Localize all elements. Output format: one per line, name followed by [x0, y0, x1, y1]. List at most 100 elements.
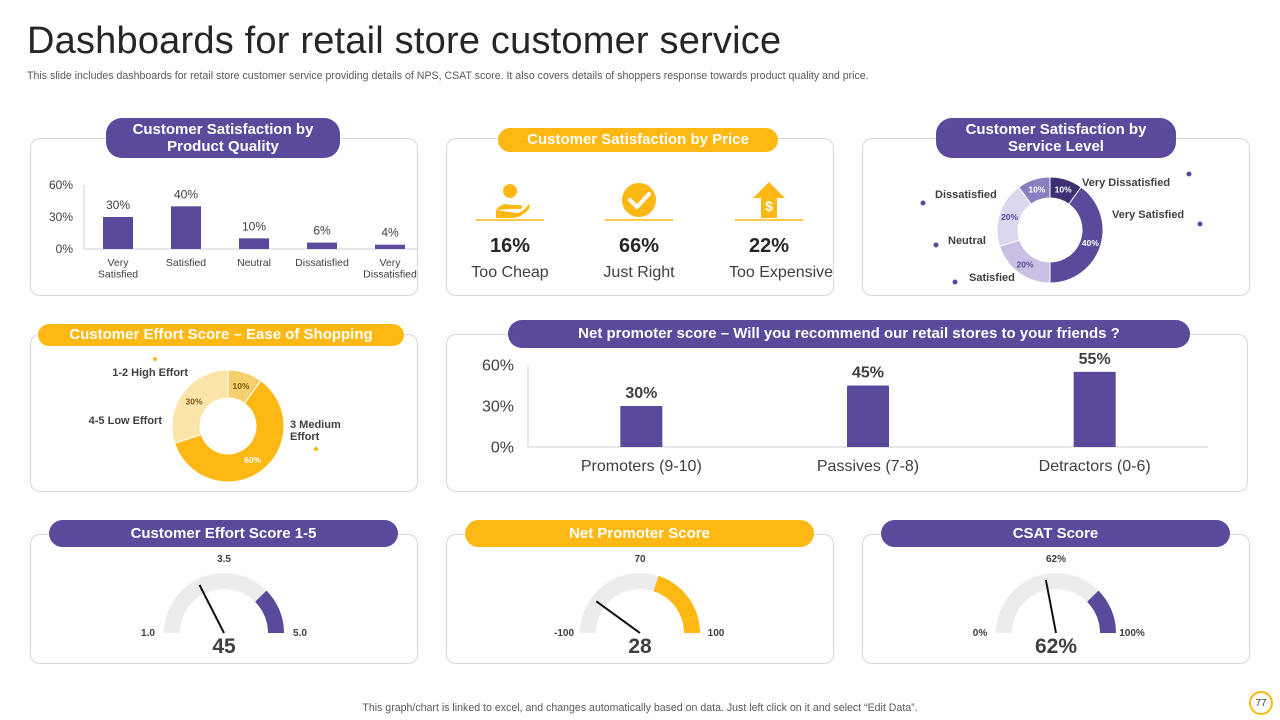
- price-title-pill: Customer Satisfaction by Price: [498, 128, 778, 152]
- csat-score-gauge[interactable]: 0% 100% 62% 62%: [862, 548, 1250, 662]
- gauge-card-effort: [30, 534, 418, 664]
- y-tick-label: 30%: [49, 210, 73, 224]
- price-value-too-cheap: 16%: [489, 235, 531, 257]
- bar: [1073, 371, 1116, 447]
- slice-value-label: 40%: [1082, 238, 1099, 248]
- gauge-title-csat: CSAT Score: [1012, 524, 1099, 542]
- bar: [103, 217, 133, 249]
- gauge-value: 45: [212, 635, 236, 658]
- gauge-title-pill-effort: Customer Effort Score 1-5: [49, 520, 398, 547]
- category-label: Satisfied: [166, 257, 206, 269]
- bar-value-label: 40%: [174, 187, 198, 201]
- gauge-title-nps: Net Promoter Score: [569, 524, 710, 542]
- effort-donut-chart[interactable]: 10% 60% 30% 1-2 High Effort 3 Medium Effort 4-…: [30, 350, 418, 488]
- net-promoter-gauge[interactable]: -100 100 70 28: [446, 548, 834, 662]
- price-label-just-right: Just Right: [603, 264, 675, 281]
- slice-category-label: 4-5 Low Effort: [89, 415, 163, 427]
- nps-title: Net promoter score – Will you recommend …: [578, 325, 1120, 343]
- leader-dot: [1186, 171, 1192, 177]
- bar-value-label: 30%: [106, 198, 130, 212]
- footer-note: This graph/chart is linked to excel, and…: [362, 702, 918, 714]
- check-circle-icon: [605, 183, 673, 221]
- price-value-just-right: 66%: [618, 235, 660, 257]
- slice-value-label: 10%: [1028, 185, 1045, 195]
- bar: [620, 406, 663, 447]
- gauge-title-effort: Customer Effort Score 1-5: [130, 524, 317, 542]
- price-item-too-cheap: 16% Too Cheap: [470, 180, 550, 290]
- page-subtitle: This slide includes dashboards for retai…: [27, 70, 869, 82]
- slice-category-label: Dissatisfied: [935, 189, 997, 201]
- gauge-top-label: 3.5: [217, 554, 231, 565]
- bar: [375, 244, 405, 249]
- y-tick-label: 30%: [482, 399, 514, 416]
- bar: [171, 206, 201, 249]
- bar-value-label: 4%: [381, 226, 399, 240]
- bar: [847, 385, 889, 447]
- leader-dot: [952, 279, 958, 285]
- bar-value-label: 10%: [242, 219, 266, 233]
- gauge-arc: [255, 590, 284, 633]
- gauge-title-pill-nps: Net Promoter Score: [465, 520, 814, 547]
- category-label: Very: [379, 257, 401, 269]
- category-label: Dissatisfied: [295, 257, 349, 269]
- category-label: Detractors (0-6): [1039, 458, 1151, 475]
- leader-dot: [314, 447, 318, 451]
- service-donut-chart[interactable]: 10% Very Dissatisfied 40% Very Satisfied 20%…: [862, 160, 1250, 294]
- gauge-track: [996, 573, 1116, 633]
- gauge-needle: [595, 600, 641, 634]
- effort-title: Customer Effort Score – Ease of Shopping: [69, 326, 373, 344]
- slice-category-label: 1-2 High Effort: [112, 367, 188, 379]
- nps-bar-chart[interactable]: 0% 30% 60% 30% Promoters (9-10) 45% Passives (…: [446, 348, 1248, 488]
- slice-category-label: Satisfied: [969, 272, 1015, 284]
- slice-category-label: 3 Medium Effort: [290, 419, 341, 443]
- service-title-pill: Customer Satisfaction by Service Level: [936, 118, 1176, 158]
- gauge-card-csat: [862, 534, 1250, 664]
- page-title: Dashboards for retail store customer ser…: [27, 20, 782, 62]
- quality-title-line1: Customer Satisfaction by: [132, 120, 314, 138]
- effort-score-gauge[interactable]: 1.0 5.0 3.5 45: [30, 548, 418, 662]
- category-label: Passives (7-8): [817, 458, 919, 475]
- leader-dot: [1197, 221, 1203, 227]
- donut-slice: [1049, 186, 1104, 284]
- gauge-needle: [198, 584, 225, 634]
- donut-slice: [174, 379, 285, 483]
- slice-category-label: Neutral: [948, 235, 986, 247]
- slice-category-label: Very Satisfied: [1112, 209, 1184, 221]
- service-title-line1: Customer Satisfaction by: [965, 120, 1147, 138]
- price-items: 16% Too Cheap 66% Just Right $ 22% Too E…: [446, 180, 834, 290]
- bar-value-label: 30%: [625, 385, 657, 402]
- gauge-min-label: 1.0: [141, 628, 155, 639]
- gauge-min-label: -100: [554, 628, 574, 639]
- quality-bar-chart[interactable]: 0%30%60%30%VerySatisfied40%Satisfied10%N…: [30, 160, 418, 290]
- price-item-just-right: 66% Just Right: [599, 180, 679, 290]
- category-label: Satisfied: [98, 269, 138, 281]
- category-label: Promoters (9-10): [581, 458, 702, 475]
- leader-dot: [933, 242, 939, 248]
- svg-text:$: $: [765, 198, 773, 214]
- gauge-arc: [1087, 590, 1116, 633]
- gauge-max-label: 100%: [1119, 628, 1145, 639]
- category-label: Very: [107, 257, 129, 269]
- y-tick-label: 60%: [482, 358, 514, 375]
- page-number: 77: [1249, 691, 1273, 715]
- leader-dot: [153, 357, 157, 361]
- donut-slice: [171, 369, 229, 444]
- bar: [239, 238, 269, 249]
- slice-category-label: Very Dissatisfied: [1082, 177, 1170, 189]
- slice-value-label: 10%: [1055, 185, 1072, 195]
- category-label: Dissatisfied: [363, 269, 417, 281]
- category-label: Neutral: [237, 257, 271, 269]
- y-tick-label: 60%: [49, 178, 73, 192]
- gauge-top-label: 70: [634, 554, 646, 565]
- bar-value-label: 55%: [1079, 351, 1111, 368]
- slice-value-label: 30%: [186, 396, 203, 406]
- gauge-value: 62%: [1035, 635, 1077, 658]
- quality-title-line2: Product Quality: [167, 138, 279, 155]
- dollar-arrow-up-icon: $: [735, 182, 803, 221]
- quality-card: [30, 138, 418, 296]
- bar: [307, 242, 337, 249]
- price-value-too-expensive: 22%: [748, 235, 790, 257]
- gauge-value: 28: [628, 635, 652, 658]
- quality-title-pill: Customer Satisfaction by Product Quality: [106, 118, 340, 158]
- gauge-arc: [653, 575, 700, 633]
